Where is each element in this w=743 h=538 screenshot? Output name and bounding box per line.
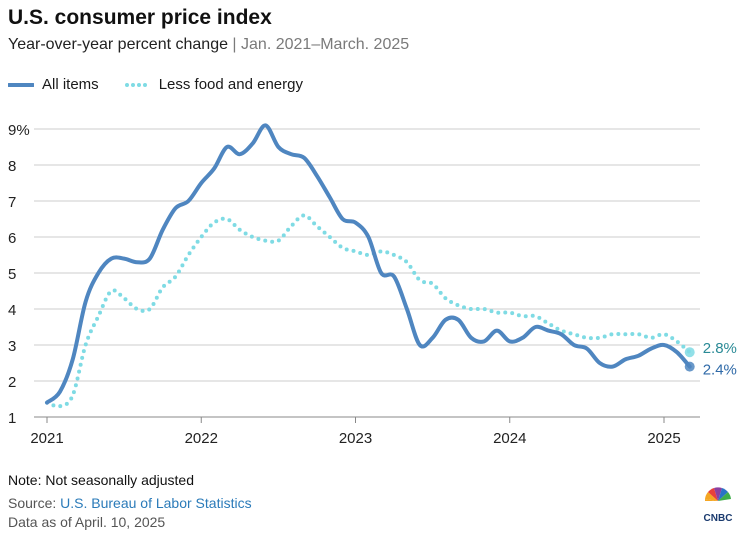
chart-subtitle: Year-over-year percent change | Jan. 202… xyxy=(8,36,409,54)
end-label-all-items: 2.4% xyxy=(703,362,737,379)
legend-item-all-items: All items xyxy=(8,76,99,93)
legend: All items Less food and energy xyxy=(8,76,329,93)
footnote: Note: Not seasonally adjusted xyxy=(8,472,194,488)
x-tick-label: 2023 xyxy=(339,430,372,447)
legend-label-all-items: All items xyxy=(42,76,99,93)
line-chart: 1 2 3 4 5 6 7 8 9% 2021 2022 2023 2024 2025 2.8% 2.4% xyxy=(8,122,737,447)
y-tick-label: 3 xyxy=(8,338,16,355)
x-tick-label: 2025 xyxy=(647,430,680,447)
end-marker-all-items xyxy=(684,361,695,372)
source-link[interactable]: U.S. Bureau of Labor Statistics xyxy=(60,495,252,511)
data-as-of: Data as of April. 10, 2025 xyxy=(8,514,166,530)
logo-text: CNBC xyxy=(704,513,733,524)
y-tick-label: 5 xyxy=(8,266,16,283)
y-tick-label: 7 xyxy=(8,194,16,211)
x-tick-label: 2024 xyxy=(493,430,526,447)
subtitle-main: Year-over-year percent change xyxy=(8,36,228,53)
y-tick-label: 6 xyxy=(8,230,16,247)
y-tick-label: 1 xyxy=(8,410,16,427)
x-tick-label: 2022 xyxy=(185,430,218,447)
subtitle-separator: | xyxy=(227,36,242,53)
series-line-less-food-energy xyxy=(45,213,692,409)
end-marker-less-food-energy xyxy=(684,347,695,358)
source-prefix: Source: xyxy=(8,495,61,511)
legend-label-less-food-energy: Less food and energy xyxy=(158,76,303,93)
chart-title: U.S. consumer price index xyxy=(8,6,272,29)
x-tick-label: 2021 xyxy=(30,430,63,447)
source-line: Source: U.S. Bureau of Labor Statistics xyxy=(8,495,252,511)
y-tick-label: 2 xyxy=(8,374,16,391)
y-tick-label: 8 xyxy=(8,158,16,175)
cnbc-peacock-logo: CNBC xyxy=(704,487,733,524)
y-tick-label: 9% xyxy=(8,122,30,139)
subtitle-range: Jan. 2021–March. 2025 xyxy=(241,36,410,53)
series-line-all-items xyxy=(45,123,692,405)
legend-item-less-food-energy: Less food and energy xyxy=(124,76,303,93)
y-tick-label: 4 xyxy=(8,302,16,319)
legend-swatch-dotted-line xyxy=(124,82,151,87)
legend-swatch-solid-line xyxy=(8,82,34,87)
end-label-less-food-energy: 2.8% xyxy=(703,340,737,357)
